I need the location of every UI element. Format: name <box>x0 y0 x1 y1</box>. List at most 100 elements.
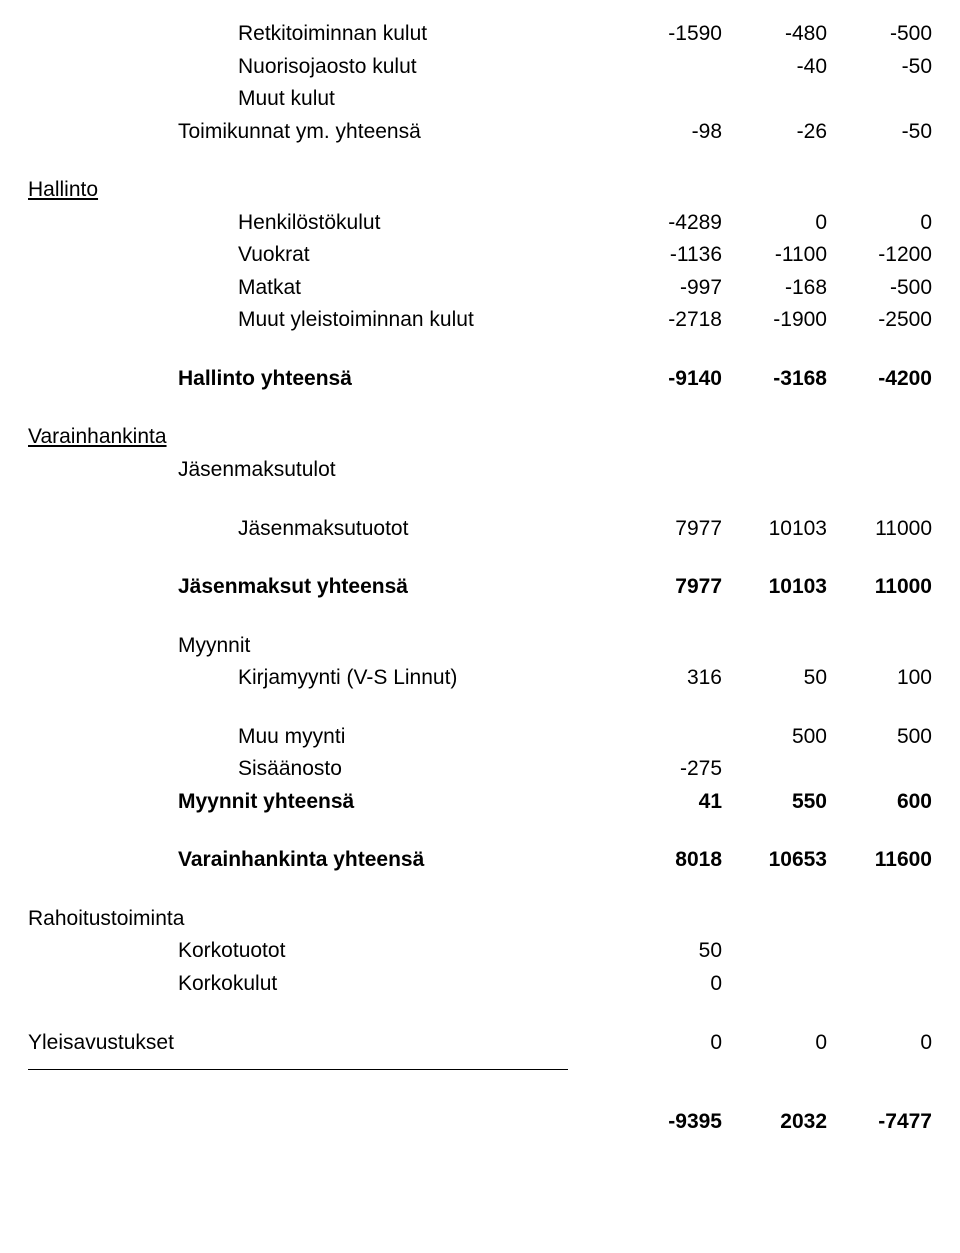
cell-c3: -7477 <box>827 1106 932 1139</box>
row-label: Kirjamyynti (V-S Linnut) <box>28 662 617 695</box>
cell-c2 <box>722 935 827 968</box>
row-label: Matkat <box>28 272 617 305</box>
cell-c3 <box>827 83 932 116</box>
cell-c3: -500 <box>827 18 932 51</box>
cell-c2: 0 <box>722 207 827 240</box>
cell-c3: 11600 <box>827 844 932 877</box>
cell-c1 <box>617 51 722 84</box>
row-label: Nuorisojaosto kulut <box>28 51 617 84</box>
table-row: Nuorisojaosto kulut -40 -50 <box>28 51 932 84</box>
cell-c2: 0 <box>722 1027 827 1060</box>
cell-c2: -1900 <box>722 304 827 337</box>
subtotal-hallinto: Hallinto yhteensä -9140 -3168 -4200 <box>28 363 932 396</box>
row-label: Korkokulut <box>28 968 617 1001</box>
table-row: Muut yleistoiminnan kulut -2718 -1900 -2… <box>28 304 932 337</box>
row-label: Varainhankinta yhteensä <box>28 844 617 877</box>
table-row: Muut kulut <box>28 83 932 116</box>
cell-c1: 0 <box>617 1027 722 1060</box>
cell-c1: -98 <box>617 116 722 149</box>
cell-c1 <box>617 630 722 663</box>
section-label: Hallinto <box>28 174 617 207</box>
grand-total: -9395 2032 -7477 <box>28 1106 932 1139</box>
row-label: Korkotuotot <box>28 935 617 968</box>
row-label: Muut kulut <box>28 83 617 116</box>
section-label: Varainhankinta <box>28 421 617 454</box>
cell-c3: 600 <box>827 786 932 819</box>
cell-c1 <box>617 174 722 207</box>
row-label: Jäsenmaksutuotot <box>28 513 617 546</box>
cell-c2: 500 <box>722 721 827 754</box>
table-row: Kirjamyynti (V-S Linnut) 316 50 100 <box>28 662 932 695</box>
row-label: Muu myynti <box>28 721 617 754</box>
table-row: Korkokulut 0 <box>28 968 932 1001</box>
table-row: Toimikunnat ym. yhteensä -98 -26 -50 <box>28 116 932 149</box>
cell-c3: -50 <box>827 51 932 84</box>
cell-c3 <box>827 753 932 786</box>
cell-c2: -40 <box>722 51 827 84</box>
cell-c2: 50 <box>722 662 827 695</box>
divider-line <box>28 1069 568 1070</box>
row-label: Retkitoiminnan kulut <box>28 18 617 51</box>
cell-c3: -4200 <box>827 363 932 396</box>
row-label: Yleisavustukset <box>28 1027 617 1060</box>
cell-c2 <box>722 903 827 936</box>
cell-c2: -26 <box>722 116 827 149</box>
cell-c2: -3168 <box>722 363 827 396</box>
cell-c1: -9395 <box>617 1106 722 1139</box>
row-label: Myynnit yhteensä <box>28 786 617 819</box>
cell-c3: -2500 <box>827 304 932 337</box>
section-varainhankinta: Varainhankinta <box>28 421 932 454</box>
table-row: Jäsenmaksutulot <box>28 454 932 487</box>
cell-c1: -1136 <box>617 239 722 272</box>
cell-c2: -168 <box>722 272 827 305</box>
cell-c3 <box>827 968 932 1001</box>
table-row: Retkitoiminnan kulut -1590 -480 -500 <box>28 18 932 51</box>
cell-c3: 0 <box>827 1027 932 1060</box>
table-row: Yleisavustukset 0 0 0 <box>28 1027 932 1060</box>
subtotal-varainhankinta: Varainhankinta yhteensä 8018 10653 11600 <box>28 844 932 877</box>
cell-c1 <box>617 903 722 936</box>
cell-c2 <box>722 630 827 663</box>
row-label <box>28 1106 617 1139</box>
cell-c1: -9140 <box>617 363 722 396</box>
cell-c3: -500 <box>827 272 932 305</box>
cell-c2: -1100 <box>722 239 827 272</box>
cell-c3 <box>827 935 932 968</box>
row-label: Vuokrat <box>28 239 617 272</box>
cell-c2: -480 <box>722 18 827 51</box>
cell-c2: 550 <box>722 786 827 819</box>
row-label: Hallinto yhteensä <box>28 363 617 396</box>
cell-c1: -1590 <box>617 18 722 51</box>
subtotal-jasenmaksut: Jäsenmaksut yhteensä 7977 10103 11000 <box>28 571 932 604</box>
cell-c1 <box>617 421 722 454</box>
cell-c1: -4289 <box>617 207 722 240</box>
cell-c3 <box>827 630 932 663</box>
subtotal-myynnit: Myynnit yhteensä 41 550 600 <box>28 786 932 819</box>
cell-c1: -997 <box>617 272 722 305</box>
row-label: Sisäänosto <box>28 753 617 786</box>
table-row: Korkotuotot 50 <box>28 935 932 968</box>
cell-c1: -275 <box>617 753 722 786</box>
cell-c1: 50 <box>617 935 722 968</box>
cell-c3: -1200 <box>827 239 932 272</box>
row-label: Muut yleistoiminnan kulut <box>28 304 617 337</box>
cell-c3: 11000 <box>827 571 932 604</box>
cell-c2 <box>722 454 827 487</box>
cell-c3: 11000 <box>827 513 932 546</box>
section-hallinto: Hallinto <box>28 174 932 207</box>
cell-c1: 316 <box>617 662 722 695</box>
cell-c1: 8018 <box>617 844 722 877</box>
row-label: Myynnit <box>28 630 617 663</box>
section-rahoitustoiminta: Rahoitustoiminta <box>28 903 932 936</box>
cell-c2 <box>722 968 827 1001</box>
cell-c1: 7977 <box>617 571 722 604</box>
row-label: Henkilöstökulut <box>28 207 617 240</box>
cell-c1 <box>617 721 722 754</box>
cell-c2: 2032 <box>722 1106 827 1139</box>
cell-c3 <box>827 454 932 487</box>
table-row: Vuokrat -1136 -1100 -1200 <box>28 239 932 272</box>
cell-c3: 0 <box>827 207 932 240</box>
cell-c2: 10103 <box>722 513 827 546</box>
cell-c1: 0 <box>617 968 722 1001</box>
cell-c2: 10653 <box>722 844 827 877</box>
